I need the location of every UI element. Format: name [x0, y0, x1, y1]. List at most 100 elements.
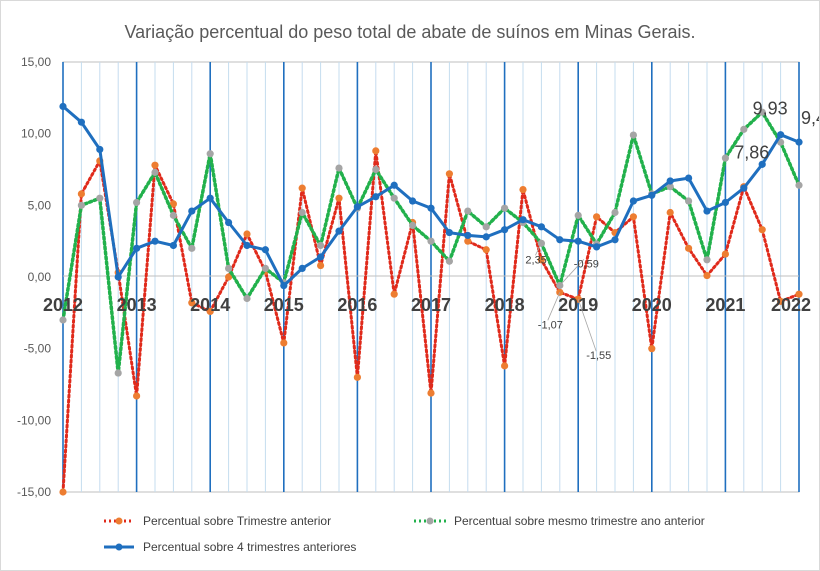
legend-item-mesmo[interactable]: Percentual sobre mesmo trimestre ano ant…: [414, 514, 705, 528]
data-point-quatro: [648, 191, 656, 199]
year-label: 2015: [264, 295, 304, 315]
data-point-mesmo: [464, 207, 472, 215]
data-point-trimestre: [372, 147, 380, 155]
data-label: -1,55: [586, 350, 611, 362]
data-point-quatro: [298, 264, 306, 272]
data-point-mesmo: [427, 237, 435, 245]
annotation-leader: [559, 259, 585, 286]
data-point-trimestre: [77, 190, 85, 198]
series-trimestre: [59, 147, 803, 496]
data-point-mesmo: [298, 208, 306, 217]
year-label: 2013: [117, 295, 157, 315]
data-point-quatro: [114, 273, 122, 281]
annotation-leader: [577, 299, 597, 352]
legend-item-quatro[interactable]: Percentual sobre 4 trimestres anteriores: [104, 540, 356, 554]
data-point-mesmo: [795, 181, 803, 189]
data-point-quatro: [427, 204, 435, 212]
year-label: 2021: [705, 295, 745, 315]
data-point-trimestre: [593, 213, 601, 221]
data-point-quatro: [169, 241, 177, 250]
series-mesmo: [59, 108, 803, 377]
year-label: 2012: [43, 295, 83, 315]
data-point-quatro: [133, 244, 141, 252]
data-point-quatro: [409, 197, 417, 205]
annotation-leader: [547, 292, 561, 321]
data-point-trimestre: [353, 373, 361, 381]
data-label: 2,35: [525, 254, 546, 266]
data-point-trimestre: [629, 213, 638, 221]
data-point-quatro: [574, 237, 582, 245]
data-point-mesmo: [703, 256, 711, 264]
y-tick-label: 5,00: [28, 198, 52, 212]
data-point-trimestre: [445, 170, 453, 178]
data-point-mesmo: [685, 197, 693, 205]
data-point-quatro: [261, 246, 269, 254]
data-point-quatro: [758, 160, 766, 168]
data-point-quatro: [556, 236, 564, 244]
data-point-trimestre: [685, 244, 693, 252]
data-point-quatro: [335, 227, 343, 235]
data-point-quatro: [151, 237, 159, 245]
data-point-quatro: [593, 243, 601, 251]
data-point-mesmo: [666, 183, 674, 191]
data-point-trimestre: [482, 246, 490, 254]
year-label: 2016: [337, 295, 377, 315]
data-point-trimestre: [317, 261, 325, 270]
data-point-quatro: [721, 198, 730, 207]
data-point-trimestre: [169, 200, 177, 208]
data-point-mesmo: [740, 125, 748, 133]
data-point-quatro: [501, 226, 509, 234]
legend-marker-quatro: [115, 543, 123, 551]
data-label: 9,93: [753, 99, 788, 119]
data-point-quatro: [666, 177, 674, 185]
data-point-mesmo: [574, 211, 582, 219]
data-point-mesmo: [482, 223, 490, 231]
data-point-trimestre: [243, 230, 251, 238]
data-point-trimestre: [703, 271, 711, 280]
data-point-quatro: [59, 102, 67, 111]
data-label: 9,41: [801, 108, 819, 128]
data-point-quatro: [353, 203, 361, 211]
y-tick-label: 10,00: [21, 127, 51, 141]
data-point-trimestre: [298, 184, 306, 192]
data-point-quatro: [77, 118, 85, 126]
data-point-mesmo: [206, 150, 214, 158]
data-point-quatro: [225, 218, 233, 227]
data-point-quatro: [519, 216, 527, 224]
data-point-mesmo: [169, 211, 177, 219]
legend-label-mesmo: Percentual sobre mesmo trimestre ano ant…: [454, 514, 705, 528]
data-point-trimestre: [519, 185, 527, 194]
annotation-leader: [535, 243, 542, 256]
data-point-mesmo: [96, 194, 104, 202]
data-point-quatro: [482, 233, 490, 241]
data-point-trimestre: [648, 345, 656, 353]
year-labels: 2012 2013 2014 2015 2016 2017 2018 2019 2020 2021…: [43, 295, 811, 315]
data-point-quatro: [317, 253, 325, 261]
year-label: 2019: [558, 295, 598, 315]
data-point-mesmo: [390, 194, 398, 202]
data-point-mesmo: [335, 164, 343, 172]
y-axis-ticks: 15,00 10,00 5,00 0,00 -5,00 -10,00 -15,00: [17, 55, 51, 499]
data-point-trimestre: [777, 297, 785, 305]
data-label: -1,07: [538, 319, 563, 331]
series-quatro: [59, 102, 803, 290]
data-point-trimestre: [390, 290, 398, 298]
year-label: 2018: [485, 295, 525, 315]
data-point-mesmo: [59, 316, 67, 324]
data-point-mesmo: [758, 108, 766, 116]
y-tick-label: -10,00: [17, 413, 51, 427]
data-point-quatro: [537, 223, 546, 231]
legend-item-trimestre[interactable]: Percentual sobre Trimestre anterior: [104, 514, 331, 528]
data-point-quatro: [372, 193, 380, 201]
data-point-quatro: [685, 174, 693, 182]
data-point-quatro: [188, 207, 196, 215]
data-point-quatro: [445, 228, 453, 237]
legend-marker-trimestre: [115, 517, 123, 525]
data-point-quatro: [795, 138, 803, 146]
y-tick-label: 15,00: [21, 55, 51, 69]
data-point-trimestre: [666, 208, 674, 217]
legend-label-quatro: Percentual sobre 4 trimestres anteriores: [143, 540, 356, 554]
data-point-quatro: [703, 207, 711, 215]
